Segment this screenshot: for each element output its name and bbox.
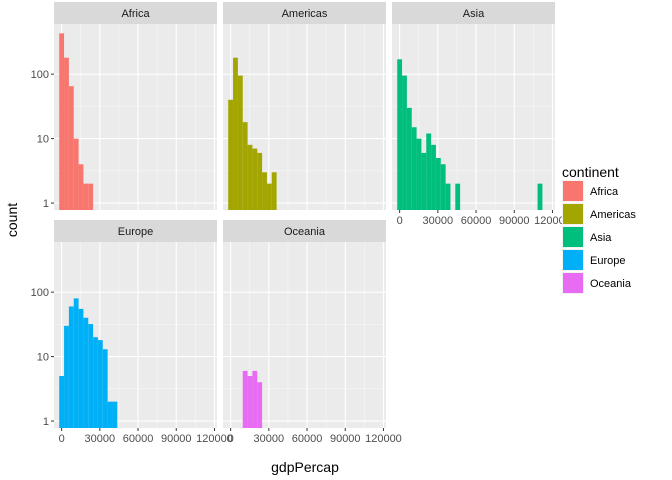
facet-strip-europe: [54, 220, 217, 242]
x-axis-label: gdpPercap: [271, 459, 339, 475]
x-tick-label: 0: [397, 215, 403, 227]
histogram-bar-europe: [68, 306, 74, 428]
histogram-bar-asia: [537, 183, 543, 210]
histogram-bar-africa: [73, 138, 79, 210]
y-tick-label: 10: [37, 352, 49, 364]
y-tick-label: 1: [43, 416, 49, 428]
x-tick-label: 30000: [254, 433, 285, 445]
legend-label-europe: Europe: [590, 255, 625, 267]
histogram-bar-oceania: [247, 375, 253, 428]
histogram-bar-oceania: [257, 382, 263, 428]
facet-strip-label-europe: Europe: [118, 226, 153, 238]
histogram-bar-americas: [237, 75, 243, 210]
histogram-bar-americas: [242, 122, 248, 210]
facet-americas: Americas: [223, 2, 386, 211]
histogram-bar-asia: [397, 59, 403, 210]
y-axis-label: count: [4, 203, 20, 237]
histogram-bar-asia: [421, 152, 427, 210]
histogram-bar-americas: [228, 99, 234, 210]
x-tick-label: 0: [59, 433, 65, 445]
histogram-bar-americas: [233, 57, 238, 211]
histogram-bar-europe: [107, 401, 113, 428]
x-tick-label: 30000: [85, 433, 116, 445]
histogram-bar-europe: [73, 298, 79, 428]
histogram-bar-europe: [112, 401, 118, 428]
histogram-bar-americas: [247, 144, 253, 210]
histogram-bar-americas: [257, 152, 263, 210]
y-tick-label: 1: [43, 198, 49, 210]
histogram-bar-europe: [97, 340, 103, 428]
x-tick-label: 120000: [534, 215, 571, 227]
histogram-bar-africa: [64, 57, 69, 211]
histogram-bar-asia: [455, 183, 461, 210]
histogram-bar-americas: [262, 172, 267, 210]
histogram-bar-africa: [59, 33, 65, 210]
x-tick-label: 60000: [461, 215, 492, 227]
histogram-bar-asia: [440, 164, 446, 210]
legend-key-europe: [563, 250, 583, 270]
histogram-bar-americas: [271, 172, 277, 210]
histogram-bar-europe: [83, 317, 89, 428]
facet-strip-asia: [392, 2, 555, 24]
y-tick-label: 100: [31, 69, 49, 81]
legend-label-americas: Americas: [590, 209, 636, 221]
legend-key-americas: [563, 204, 583, 224]
facet-strip-label-americas: Americas: [282, 8, 328, 20]
x-tick-label: 30000: [423, 215, 454, 227]
facet-strip-americas: [223, 2, 386, 24]
facet-strip-oceania: [223, 220, 386, 242]
histogram-bar-europe: [59, 375, 65, 428]
legend-title: continent: [562, 164, 619, 180]
histogram-bar-oceania: [252, 370, 258, 428]
histogram-bar-asia: [435, 157, 441, 210]
histogram-bar-africa: [83, 183, 89, 210]
legend-key-africa: [563, 181, 583, 201]
x-tick-label: 90000: [161, 433, 192, 445]
x-tick-label: 90000: [499, 215, 530, 227]
x-tick-label: 90000: [330, 433, 361, 445]
histogram-bar-asia: [431, 144, 436, 210]
x-tick-label: 60000: [292, 433, 323, 445]
legend-label-oceania: Oceania: [590, 278, 632, 290]
x-tick-label: 120000: [196, 433, 233, 445]
legend-key-oceania: [563, 273, 583, 293]
histogram-bar-asia: [416, 138, 422, 210]
facet-strip-label-asia: Asia: [463, 8, 485, 20]
histogram-bar-europe: [102, 349, 108, 428]
legend-key-asia: [563, 227, 583, 247]
y-tick-label: 10: [37, 134, 49, 146]
histogram-bar-asia: [402, 75, 407, 210]
facet-oceania: Oceania 0 30000 60000 90000 120000: [223, 220, 402, 445]
histogram-bar-americas: [266, 183, 272, 210]
legend-label-asia: Asia: [590, 232, 612, 244]
histogram-bar-oceania: [242, 370, 248, 428]
histogram-bar-asia: [445, 183, 451, 210]
x-tick-label: 0: [228, 433, 234, 445]
histogram-bar-europe: [64, 325, 69, 428]
facet-strip-africa: [54, 2, 217, 24]
x-tick-label: 120000: [365, 433, 402, 445]
histogram-bar-africa: [68, 86, 74, 210]
facet-africa: Africa 1 10 100: [31, 2, 217, 210]
histogram-bar-africa: [88, 183, 94, 210]
facet-strip-label-oceania: Oceania: [284, 226, 326, 238]
histogram-bar-asia: [426, 133, 432, 210]
x-tick-label: 60000: [123, 433, 154, 445]
histogram-bar-asia: [411, 127, 417, 210]
histogram-bar-asia: [406, 107, 412, 210]
histogram-bar-europe: [88, 324, 94, 428]
y-tick-label: 100: [31, 287, 49, 299]
histogram-bar-americas: [252, 148, 258, 210]
legend: continent Africa Americas Asia Europe Oceani…: [562, 164, 636, 294]
facet-europe: Europe 1 10 100 0 30000 60000 90000 120000: [31, 220, 233, 445]
histogram-bar-europe: [78, 308, 84, 428]
legend-label-africa: Africa: [590, 186, 619, 198]
facet-asia: Asia 0 30000 60000 90000 120000: [392, 2, 571, 227]
facet-strip-label-africa: Africa: [121, 8, 150, 20]
histogram-bar-europe: [93, 337, 98, 428]
histogram-bar-africa: [78, 164, 84, 210]
